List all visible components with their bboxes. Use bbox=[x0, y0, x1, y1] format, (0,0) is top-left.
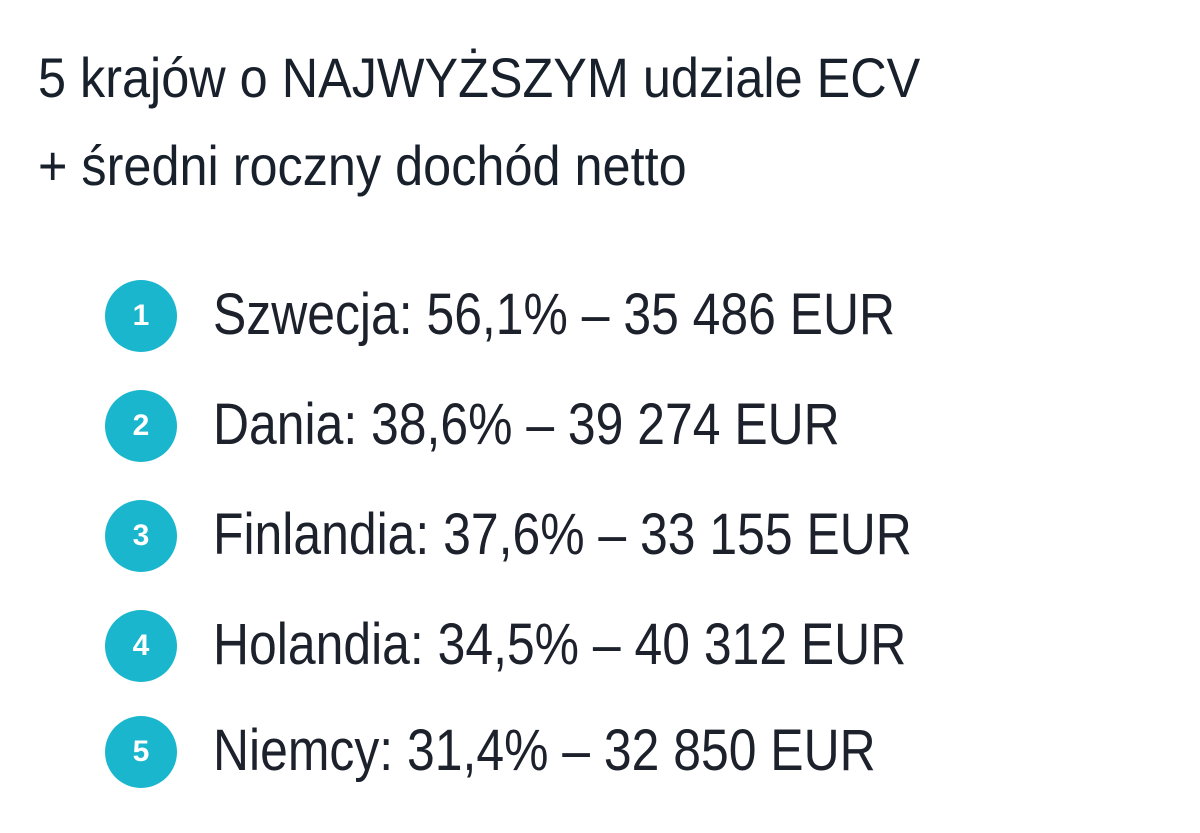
number-badge: 2 bbox=[105, 390, 177, 462]
title-line: + średni roczny dochód netto bbox=[38, 134, 687, 197]
item-text: Holandia: 34,5% – 40 312 EUR bbox=[213, 612, 907, 677]
number-badge: 3 bbox=[105, 500, 177, 572]
number-badge: 1 bbox=[105, 280, 177, 352]
item-text: Dania: 38,6% – 39 274 EUR bbox=[213, 392, 840, 457]
title-line: 5 krajów o NAJWYŻSZYM udziale ECV bbox=[38, 46, 921, 109]
item-text: Finlandia: 37,6% – 33 155 EUR bbox=[213, 502, 912, 567]
item-text: Szwecja: 56,1% – 35 486 EUR bbox=[213, 282, 896, 347]
item-text: Niemcy: 31,4% – 32 850 EUR bbox=[213, 718, 876, 783]
number-badge: 4 bbox=[105, 610, 177, 682]
number-badge: 5 bbox=[105, 716, 177, 788]
